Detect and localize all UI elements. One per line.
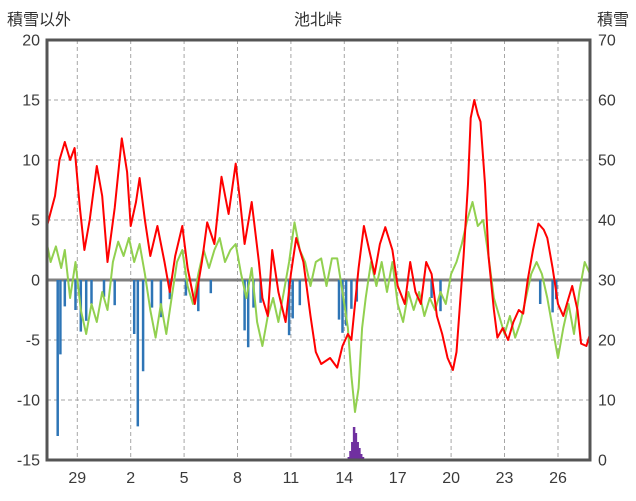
red-line-series bbox=[46, 99, 591, 371]
right-axis-tick-label: 40 bbox=[598, 213, 616, 230]
green-line-series bbox=[46, 201, 591, 413]
x-axis-tick-label: 20 bbox=[442, 470, 460, 487]
left-axis-tick-label: 0 bbox=[31, 273, 40, 290]
x-axis-tick-label: 17 bbox=[389, 470, 407, 487]
x-axis-tick-label: 29 bbox=[68, 470, 86, 487]
x-axis-tick-label: 5 bbox=[180, 470, 189, 487]
right-axis-tick-label: 50 bbox=[598, 153, 616, 170]
right-axis-title: 積雪 bbox=[596, 12, 629, 29]
right-axis-tick-label: 30 bbox=[598, 273, 616, 290]
right-axis-tick-label: 60 bbox=[598, 93, 616, 110]
right-axis-tick-label: 0 bbox=[598, 453, 607, 470]
right-axis-tick-label: 20 bbox=[598, 333, 616, 350]
left-axis-tick-label: -5 bbox=[26, 333, 40, 350]
x-axis-tick-label: 11 bbox=[283, 470, 300, 487]
plot-border bbox=[45, 38, 592, 462]
x-axis-tick-label: 14 bbox=[335, 470, 353, 487]
left-axis-tick-label: 20 bbox=[22, 33, 40, 50]
x-axis-tick-label: 2 bbox=[126, 470, 135, 487]
left-axis-tick-label: 15 bbox=[22, 93, 40, 110]
left-axis-title: 積雪以外 bbox=[7, 12, 72, 29]
x-axis-tick-label: 8 bbox=[233, 470, 242, 487]
right-axis-tick-label: 70 bbox=[598, 33, 616, 50]
left-axis-tick-label: 5 bbox=[31, 213, 40, 230]
chart-title: 池北峠 bbox=[293, 12, 342, 29]
x-axis-tick-label: 23 bbox=[496, 470, 514, 487]
right-axis-tick-label: 10 bbox=[598, 393, 616, 410]
left-axis-tick-label: -15 bbox=[17, 453, 40, 470]
left-axis-tick-label: 10 bbox=[22, 153, 40, 170]
left-axis-tick-label: -10 bbox=[17, 393, 40, 410]
x-axis-tick-label: 26 bbox=[549, 470, 567, 487]
purple-bars-series bbox=[347, 427, 365, 460]
